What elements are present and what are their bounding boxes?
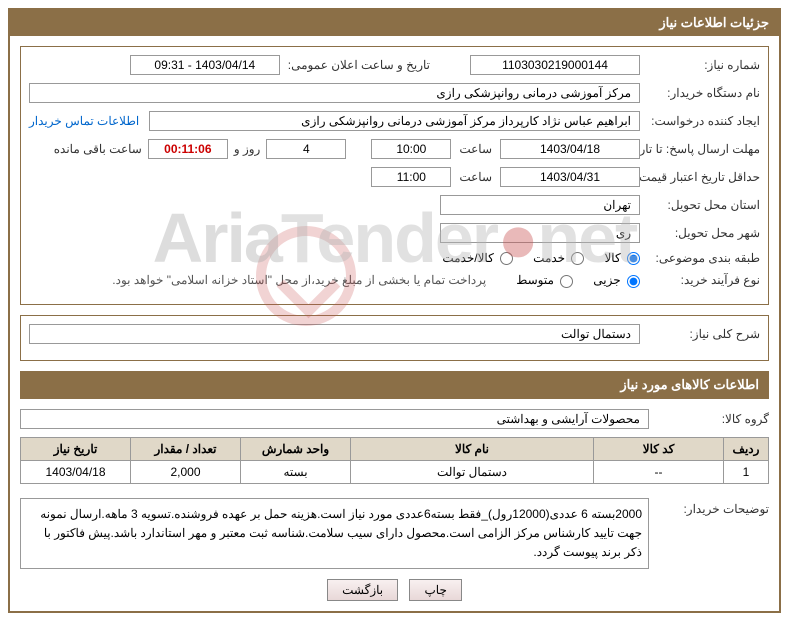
th-unit: واحد شمارش [241, 437, 351, 460]
proc-partial-radio[interactable]: جزیی [593, 273, 640, 287]
td-unit: بسته [241, 460, 351, 483]
countdown-field: 00:11:06 [148, 139, 228, 159]
summary-field: دستمال توالت [29, 324, 640, 344]
cat-service-text: خدمت [533, 251, 565, 265]
th-qty: تعداد / مقدار [131, 437, 241, 460]
buyer-notes-label: توضیحات خریدار: [649, 492, 769, 516]
td-date: 1403/04/18 [21, 460, 131, 483]
buyer-org-label: نام دستگاه خریدار: [640, 86, 760, 100]
city-field: ری [440, 223, 640, 243]
panel-title: جزئیات اطلاعات نیاز [10, 10, 779, 36]
proc-medium-radio[interactable]: متوسط [516, 273, 573, 287]
cat-goods-radio[interactable]: کالا [604, 251, 640, 265]
days-and-label: روز و [234, 142, 261, 156]
td-name: دستمال توالت [351, 460, 594, 483]
time-label-1: ساعت [459, 142, 492, 156]
days-left-field: 4 [266, 139, 346, 159]
remaining-label: ساعت باقی مانده [54, 142, 142, 156]
contact-link[interactable]: اطلاعات تماس خریدار [29, 114, 139, 128]
th-date: تاریخ نیاز [21, 437, 131, 460]
price-time-field: 11:00 [371, 167, 451, 187]
resp-date-field: 1403/04/18 [500, 139, 640, 159]
td-row: 1 [724, 460, 769, 483]
td-qty: 2,000 [131, 460, 241, 483]
goods-group-field: محصولات آرایشی و بهداشتی [20, 409, 649, 429]
goods-info-title: اطلاعات کالاهای مورد نیاز [20, 371, 769, 399]
province-label: استان محل تحویل: [640, 198, 760, 212]
th-name: نام کالا [351, 437, 594, 460]
resp-time-field: 10:00 [371, 139, 451, 159]
cat-goods-text: کالا [604, 251, 620, 265]
need-no-label: شماره نیاز: [640, 58, 760, 72]
goods-table: ردیف کد کالا نام کالا واحد شمارش تعداد /… [20, 437, 769, 484]
process-label: نوع فرآیند خرید: [640, 273, 760, 287]
requester-field: ابراهیم عباس نژاد کارپرداز مرکز آموزشی د… [149, 111, 640, 131]
time-label-2: ساعت [459, 170, 492, 184]
proc-medium-text: متوسط [516, 273, 554, 287]
goods-group-label: گروه کالا: [649, 412, 769, 426]
price-validity-label: حداقل تاریخ اعتبار قیمت: تا تاریخ: [640, 170, 760, 184]
announce-dt-label: تاریخ و ساعت اعلان عمومی: [288, 58, 430, 72]
th-code: کد کالا [594, 437, 724, 460]
province-field: تهران [440, 195, 640, 215]
buyer-notes-box: 2000بسته 6 عددی(12000رول)_فقط بسته6عددی … [20, 498, 649, 570]
category-label: طبقه بندی موضوعی: [640, 251, 760, 265]
cat-both-radio[interactable]: کالا/خدمت [442, 251, 513, 265]
td-code: -- [594, 460, 724, 483]
purchase-note: پرداخت تمام یا بخشی از مبلغ خرید،از محل … [112, 273, 486, 287]
cat-both-text: کالا/خدمت [442, 251, 493, 265]
response-deadline-label: مهلت ارسال پاسخ: تا تاریخ: [640, 142, 760, 156]
buyer-org-field: مرکز آموزشی درمانی روانپزشکی رازی [29, 83, 640, 103]
city-label: شهر محل تحویل: [640, 226, 760, 240]
cat-service-radio[interactable]: خدمت [533, 251, 584, 265]
price-date-field: 1403/04/31 [500, 167, 640, 187]
announce-dt-field: 1403/04/14 - 09:31 [130, 55, 280, 75]
table-row: 1 -- دستمال توالت بسته 2,000 1403/04/18 [21, 460, 769, 483]
summary-label: شرح کلی نیاز: [640, 327, 760, 341]
proc-partial-text: جزیی [593, 273, 620, 287]
need-no-field: 1103030219000144 [470, 55, 640, 75]
requester-label: ایجاد کننده درخواست: [640, 114, 760, 128]
th-row: ردیف [724, 437, 769, 460]
